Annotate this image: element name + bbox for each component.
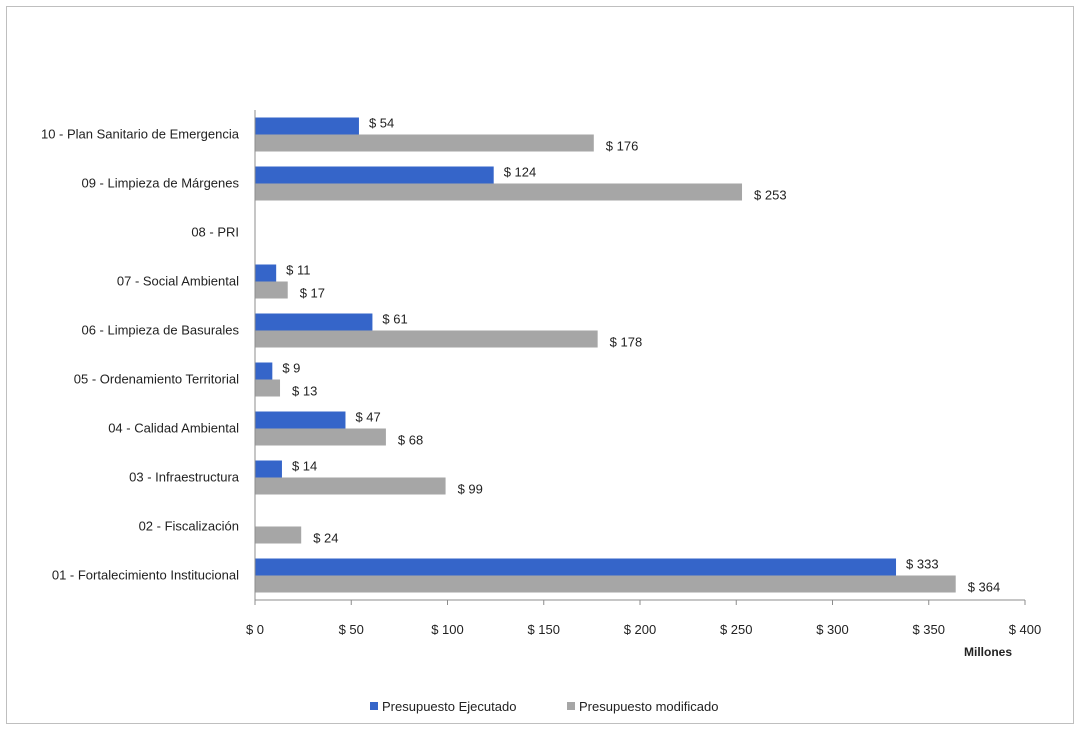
chart-frame: [6, 6, 1074, 724]
data-label-ejecutado: $ 124: [504, 165, 537, 180]
x-tick-label: $ 50: [339, 622, 364, 637]
data-label-ejecutado: $ 14: [292, 459, 317, 474]
bar-modificado: [255, 526, 302, 544]
category-label: 03 - Infraestructura: [129, 470, 240, 485]
category-label: 08 - PRI: [191, 225, 239, 240]
legend-swatch-ejecutado: [370, 702, 378, 710]
data-label-ejecutado: $ 11: [286, 263, 310, 278]
category-label: 06 - Limpieza de Basurales: [81, 323, 239, 338]
bar-ejecutado: [255, 362, 273, 380]
data-label-modificado: $ 253: [754, 188, 787, 203]
category-label: 01 - Fortalecimiento Institucional: [52, 568, 239, 583]
legend: Presupuesto Ejecutado Presupuesto modific…: [370, 699, 718, 714]
data-label-modificado: $ 364: [968, 580, 1001, 595]
x-tick-label: $ 300: [816, 622, 849, 637]
bar-modificado: [255, 428, 386, 446]
bar-ejecutado: [255, 411, 346, 429]
x-tick-label: $ 0: [246, 622, 264, 637]
bar-ejecutado: [255, 460, 282, 478]
category-label: 07 - Social Ambiental: [117, 274, 239, 289]
data-label-modificado: $ 13: [292, 384, 317, 399]
legend-label-ejecutado: Presupuesto Ejecutado: [382, 699, 516, 714]
bar-ejecutado: [255, 264, 277, 282]
data-label-modificado: $ 24: [313, 531, 338, 546]
x-tick-label: $ 350: [912, 622, 945, 637]
bar-modificado: [255, 575, 956, 593]
x-tick-label: $ 200: [624, 622, 657, 637]
data-label-ejecutado: $ 333: [906, 557, 939, 572]
bar-ejecutado: [255, 117, 359, 135]
bar-modificado: [255, 281, 288, 299]
bar-modificado: [255, 183, 743, 201]
bars-layer: $ 333 $ 364 $ 24 $ 14 $ 99 $ 47 $ 68 $ 9 $ 13 $ 6…: [255, 116, 1000, 595]
bar-modificado: [255, 379, 281, 397]
legend-label-modificado: Presupuesto modificado: [579, 699, 718, 714]
bar-ejecutado: [255, 558, 897, 576]
data-label-modificado: $ 68: [398, 433, 423, 448]
category-label: 02 - Fiscalización: [139, 519, 239, 534]
data-label-modificado: $ 176: [606, 139, 639, 154]
data-label-ejecutado: $ 9: [282, 361, 300, 376]
category-label: 05 - Ordenamiento Territorial: [74, 372, 239, 387]
x-axis-title: Millones: [964, 645, 1012, 659]
data-label-ejecutado: $ 61: [382, 312, 407, 327]
bar-modificado: [255, 134, 594, 152]
bar-modificado: [255, 330, 598, 348]
data-label-ejecutado: $ 47: [355, 410, 380, 425]
bar-modificado: [255, 477, 446, 495]
bar-ejecutado: [255, 313, 373, 331]
bar-ejecutado: [255, 166, 494, 184]
category-label: 09 - Limpieza de Márgenes: [81, 176, 239, 191]
data-label-ejecutado: $ 54: [369, 116, 394, 131]
legend-swatch-modificado: [567, 702, 575, 710]
category-label: 10 - Plan Sanitario de Emergencia: [41, 127, 240, 142]
x-tick-label: $ 250: [720, 622, 753, 637]
x-tick-label: $ 100: [431, 622, 464, 637]
x-tick-label: $ 150: [527, 622, 560, 637]
axis-layer: 01 - Fortalecimiento Institucional 02 - F…: [41, 110, 1041, 637]
data-label-modificado: $ 99: [458, 482, 483, 497]
data-label-modificado: $ 178: [610, 335, 643, 350]
data-label-modificado: $ 17: [300, 286, 325, 301]
category-label: 04 - Calidad Ambiental: [108, 421, 239, 436]
x-tick-label: $ 400: [1009, 622, 1042, 637]
